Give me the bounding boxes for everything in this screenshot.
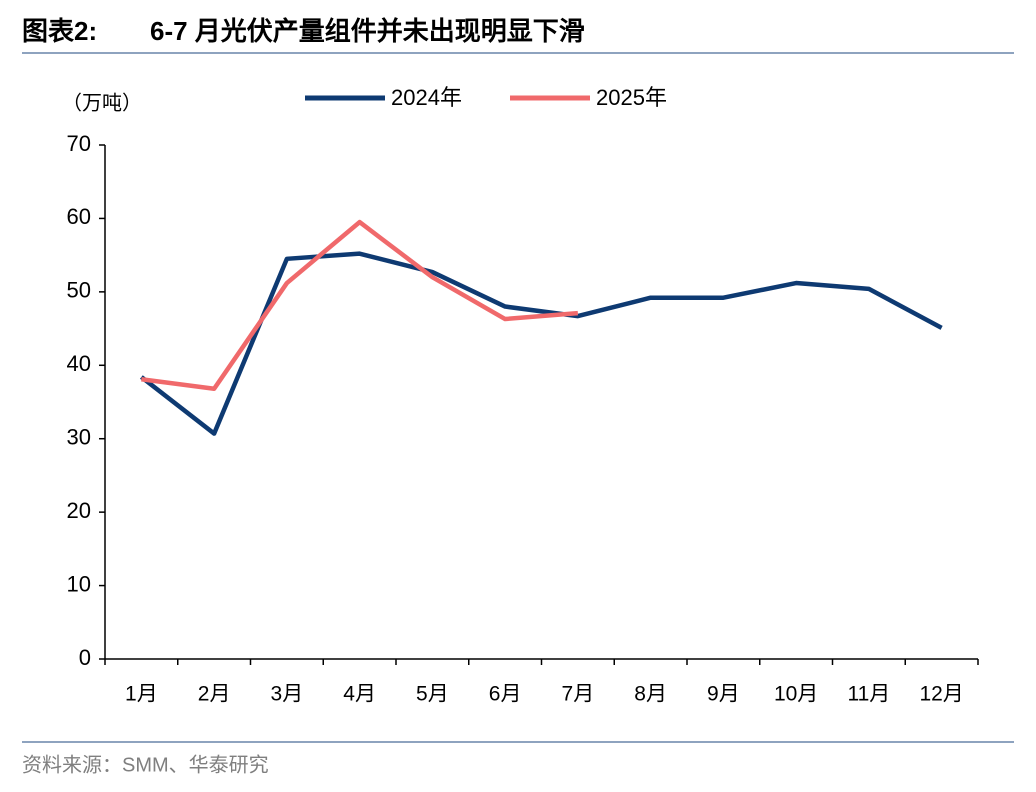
y-tick-label: 40 [67, 351, 91, 376]
source-note: 资料来源：SMM、华泰研究 [22, 753, 269, 776]
legend-label: 2024年 [391, 85, 462, 110]
figure-label: 图表2: [22, 16, 97, 46]
legend-label: 2025年 [596, 85, 667, 110]
x-tick-label: 9月 [707, 683, 740, 706]
x-tick-label: 1月 [125, 683, 158, 706]
x-tick-label: 10月 [774, 683, 818, 706]
x-tick-label: 8月 [634, 683, 667, 706]
y-tick-label: 0 [79, 645, 91, 670]
x-tick-label: 5月 [416, 683, 449, 706]
x-tick-label: 12月 [919, 683, 963, 706]
x-tick-label: 6月 [489, 683, 522, 706]
y-tick-label: 60 [67, 204, 91, 229]
x-tick-label: 11月 [847, 683, 890, 706]
x-tick-label: 7月 [562, 683, 595, 706]
series-line [141, 219, 579, 392]
y-tick-label: 70 [67, 131, 91, 156]
x-tick-label: 3月 [271, 683, 304, 706]
x-tick-label: 4月 [343, 683, 376, 706]
y-tick-label: 50 [67, 278, 91, 303]
y-tick-label: 20 [67, 498, 91, 523]
y-axis-unit: （万吨） [62, 91, 142, 114]
series-line [139, 251, 943, 436]
chart-title: 6-7 月光伏产量组件并未出现明显下滑 [150, 16, 585, 46]
x-tick-label: 2月 [198, 683, 231, 706]
y-tick-label: 10 [67, 571, 91, 596]
y-tick-label: 30 [67, 425, 91, 450]
